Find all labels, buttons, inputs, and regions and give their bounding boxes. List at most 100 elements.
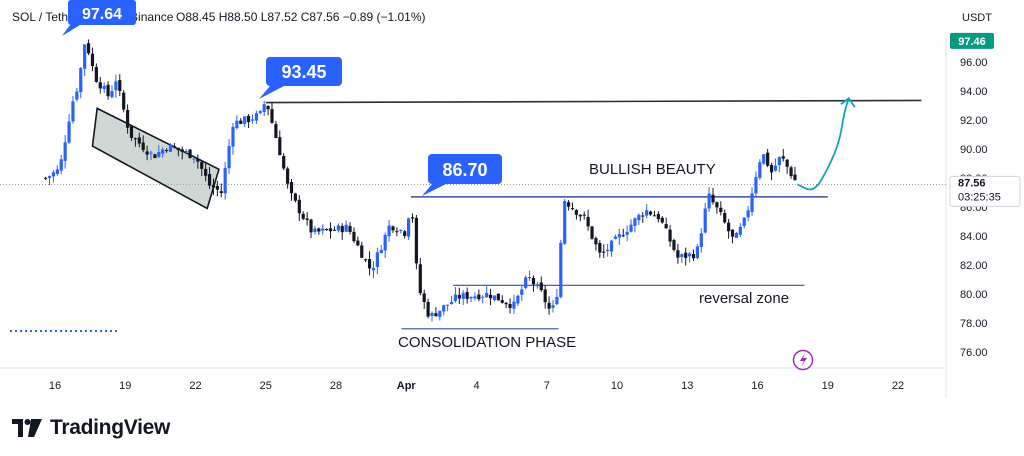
candle-down[interactable] [207,174,212,186]
candle-up[interactable] [184,150,188,152]
candle-down[interactable] [570,208,575,210]
candle-down[interactable] [547,302,551,309]
level-line-resistance[interactable] [265,99,922,104]
candle-down[interactable] [133,138,137,140]
candle-down[interactable] [211,184,216,188]
candle-up[interactable] [243,116,247,124]
candle-up[interactable] [687,253,692,257]
candle-down[interactable] [44,177,48,179]
candle-up[interactable] [371,267,376,271]
candle-up[interactable] [738,226,742,235]
candle-up[interactable] [645,210,649,216]
candle-up[interactable] [379,249,383,253]
candle-up[interactable] [231,126,235,147]
candle-up[interactable] [754,176,758,194]
candle-up[interactable] [485,292,489,298]
candle-up[interactable] [110,91,114,98]
candle-down[interactable] [691,254,696,259]
candle-down[interactable] [578,214,582,217]
candle-down[interactable] [426,301,430,317]
candle-up[interactable] [114,81,118,91]
candle-down[interactable] [332,229,337,231]
candle-down[interactable] [660,217,664,223]
candle-down[interactable] [676,250,680,258]
candle-up[interactable] [527,277,532,279]
lightning-icon[interactable] [792,349,814,371]
candle-up[interactable] [680,254,684,257]
candle-down[interactable] [500,300,504,303]
candle-down[interactable] [586,216,590,227]
candle-down[interactable] [684,252,688,258]
candle-down[interactable] [531,277,536,285]
candle-down[interactable] [602,251,606,253]
candle-down[interactable] [86,43,91,54]
candle-down[interactable] [641,215,645,217]
candle-up[interactable] [383,234,387,251]
tradingview-logo[interactable]: TradingView [12,416,170,440]
candle-down[interactable] [176,147,180,151]
candle-up[interactable] [102,86,106,89]
candle-up[interactable] [223,167,227,194]
candle-down[interactable] [145,151,149,155]
candle-down[interactable] [219,191,223,194]
candle-down[interactable] [317,228,321,232]
candle-down[interactable] [289,182,294,194]
candle-down[interactable] [98,82,102,89]
candle-up[interactable] [734,232,739,238]
candle-down[interactable] [582,214,586,216]
candle-up[interactable] [563,201,567,244]
candle-up[interactable] [461,293,465,299]
candle-down[interactable] [282,155,286,169]
currency-label[interactable]: USDT [962,12,992,24]
candle-down[interactable] [200,161,204,169]
candle-down[interactable] [356,240,360,246]
candle-down[interactable] [574,209,579,215]
candle-up[interactable] [559,242,563,298]
candle-down[interactable] [590,226,594,239]
candle-up[interactable] [51,172,56,177]
candle-down[interactable] [348,226,352,232]
y-axis[interactable]: 76.00 78.00 80.00 82.00 84.00 86.00 88.0… [960,57,988,359]
candle-up[interactable] [83,44,87,69]
candle-down[interactable] [301,213,305,219]
candle-down[interactable] [504,302,508,305]
candle-up[interactable] [469,296,473,299]
candle-up[interactable] [762,154,766,164]
candle-down[interactable] [94,67,98,82]
candle-up[interactable] [777,157,781,166]
candle-down[interactable] [477,294,481,300]
candle-down[interactable] [668,229,672,242]
candle-up[interactable] [446,304,450,306]
candle-down[interactable] [215,185,219,190]
candle-down[interactable] [730,229,735,237]
candle-down[interactable] [652,215,657,217]
candle-up[interactable] [438,310,442,317]
candle-up[interactable] [617,234,621,238]
candle-up[interactable] [250,119,255,121]
candle-up[interactable] [492,295,497,301]
candle-down[interactable] [328,228,333,232]
candle-down[interactable] [391,226,395,231]
candle-up[interactable] [555,296,559,305]
candle-up[interactable] [313,228,317,232]
candle-up[interactable] [75,91,79,100]
candle-up[interactable] [703,208,707,233]
candle-up[interactable] [59,159,63,171]
candle-up[interactable] [227,146,231,169]
candle-down[interactable] [286,168,290,184]
candle-up[interactable] [551,305,555,308]
candle-down[interactable] [672,240,676,250]
candle-up[interactable] [387,225,391,237]
candle-down[interactable] [204,168,208,176]
candle-up[interactable] [71,101,75,122]
candle-up[interactable] [67,121,71,143]
candle-down[interactable] [769,164,774,173]
candle-down[interactable] [508,304,512,308]
candle-down[interactable] [403,231,407,236]
candle-down[interactable] [664,224,668,229]
candle-down[interactable] [567,202,571,207]
level-lines[interactable] [265,99,922,330]
candle-down[interactable] [129,126,134,138]
candle-down[interactable] [766,152,770,166]
candle-down[interactable] [410,217,415,219]
